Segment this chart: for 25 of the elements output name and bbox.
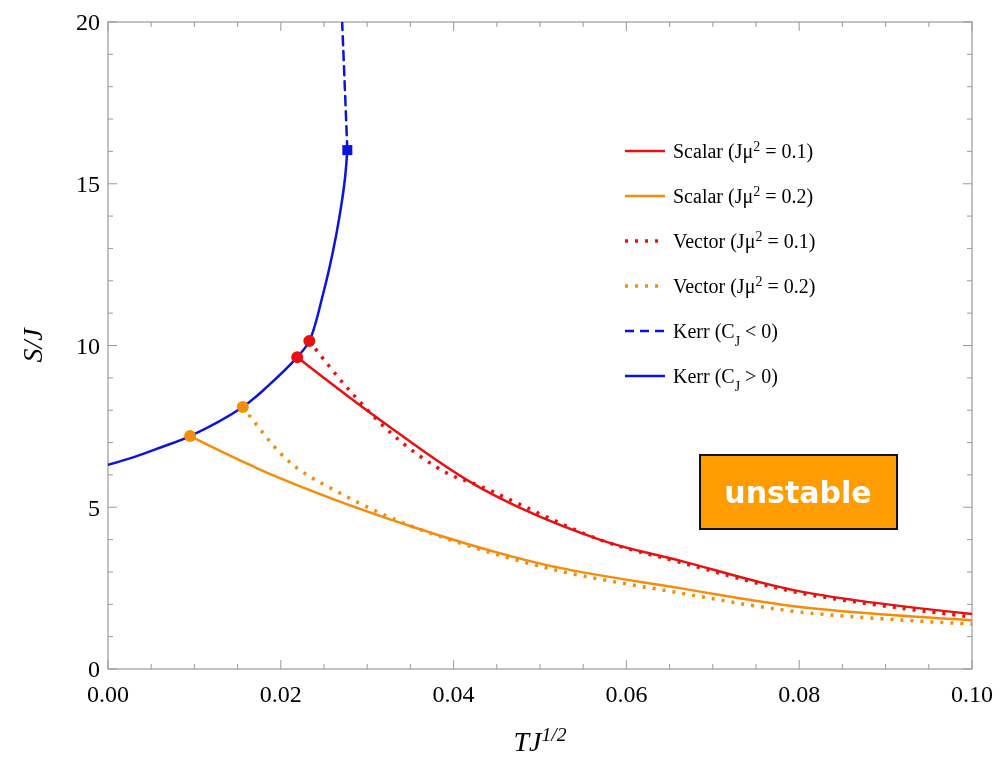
x-axis-title: TJ$^{1/2}$ — [513, 723, 567, 757]
legend-label: Scalar (Jμ$^{2}$ = 0.2) — [673, 183, 814, 208]
y-axis-title: S/J — [17, 326, 48, 363]
y-tick-label: 0 — [88, 656, 100, 683]
annotation: unstable — [724, 474, 872, 510]
point — [236, 400, 249, 413]
legend-label: Kerr (C$_{J}$ > 0) — [673, 365, 779, 394]
y-tick-label: 20 — [76, 9, 100, 36]
legend-label: Kerr (C$_{J}$ < 0) — [673, 320, 779, 349]
y-tick-label: 15 — [76, 171, 100, 198]
legend-label: Vector (Jμ$^{2}$ = 0.1) — [673, 228, 816, 253]
x-tick-label: 0.02 — [259, 681, 302, 707]
point — [303, 334, 316, 347]
x-tick-label: 0.08 — [778, 681, 821, 707]
x-tick-label: 0.00 — [87, 681, 129, 707]
y-tick-label: 10 — [76, 332, 100, 359]
x-tick-label: 0.06 — [605, 681, 648, 707]
point — [184, 430, 197, 443]
x-tick-label: 0.10 — [951, 681, 993, 707]
point — [342, 145, 353, 156]
legend-label: Scalar (Jμ$^{2}$ = 0.1) — [673, 138, 814, 163]
y-tick-label: 5 — [88, 494, 100, 521]
x-tick-label: 0.04 — [432, 681, 475, 707]
legend-label: Vector (Jμ$^{2}$ = 0.2) — [673, 273, 816, 298]
point — [291, 351, 304, 364]
